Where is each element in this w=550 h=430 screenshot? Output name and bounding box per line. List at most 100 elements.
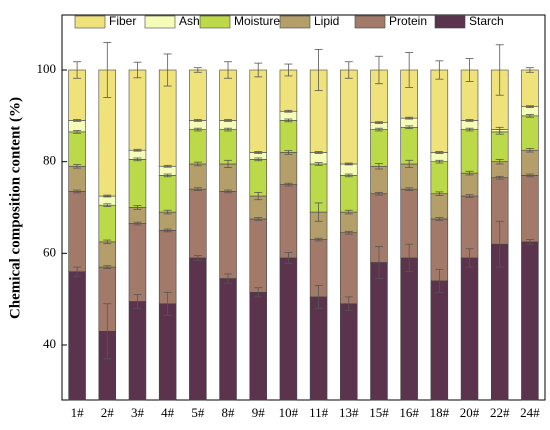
error-bar xyxy=(254,151,263,154)
bar-segment xyxy=(370,165,388,195)
error-bar xyxy=(465,58,474,82)
error-bar xyxy=(314,237,323,242)
bar-segment xyxy=(400,126,418,165)
error-bar xyxy=(254,287,263,298)
error-bar xyxy=(374,121,383,125)
y-tick-label: 100 xyxy=(37,61,57,76)
bar-segment xyxy=(460,257,479,401)
error-bar xyxy=(254,62,263,78)
error-bar xyxy=(254,191,263,201)
bar-segment xyxy=(189,129,207,165)
x-tick-label: 13# xyxy=(339,405,359,420)
bar-segment xyxy=(279,184,298,259)
error-bar xyxy=(103,265,112,269)
bar-segment xyxy=(370,262,388,401)
error-bar xyxy=(193,187,202,191)
error-bar xyxy=(525,105,534,108)
x-tick-label: 16# xyxy=(399,405,419,420)
bar-segment xyxy=(430,193,449,220)
error-bar xyxy=(314,162,323,166)
bar-segment xyxy=(128,301,147,401)
bar-segment xyxy=(158,303,177,401)
error-bar xyxy=(314,151,323,154)
error-bar xyxy=(405,243,414,273)
bar-segment xyxy=(340,175,358,213)
error-bar xyxy=(405,159,414,169)
y-axis-label: Chemical composition content (%) xyxy=(7,97,23,319)
bar-segment xyxy=(490,243,509,401)
error-bar xyxy=(193,119,202,122)
error-bar xyxy=(525,67,534,73)
error-bar xyxy=(284,150,293,155)
error-bar xyxy=(344,230,353,235)
bar-segment xyxy=(309,296,328,401)
bar-segment xyxy=(279,152,298,185)
bar-segment xyxy=(521,149,539,176)
bar-segment xyxy=(340,232,358,305)
error-bar xyxy=(133,157,142,162)
error-bar xyxy=(103,194,112,198)
error-bar xyxy=(314,285,323,309)
error-bar xyxy=(284,182,293,187)
error-bar xyxy=(435,191,444,196)
legend-label: Lipid xyxy=(314,14,339,28)
error-bar xyxy=(73,189,82,194)
error-bar xyxy=(495,158,504,165)
error-bar xyxy=(284,63,293,77)
error-bar xyxy=(133,221,142,226)
error-bar xyxy=(465,170,474,176)
error-bar xyxy=(254,217,263,221)
bar-segment xyxy=(219,278,237,401)
error-bar xyxy=(525,147,534,153)
bar-segment xyxy=(158,175,177,213)
error-bar xyxy=(435,268,444,293)
bar-segment xyxy=(128,223,147,302)
error-bar xyxy=(284,109,293,113)
error-bar xyxy=(73,61,82,79)
error-bar xyxy=(193,161,202,167)
x-tick-label: 8# xyxy=(222,405,236,420)
error-bar xyxy=(344,209,353,215)
bar-segment xyxy=(521,175,539,243)
bar-segment xyxy=(400,257,418,401)
bar-segment xyxy=(430,280,449,401)
error-bar xyxy=(133,148,142,152)
error-bar xyxy=(103,42,112,98)
error-bar xyxy=(525,173,534,178)
bar-segment xyxy=(430,69,449,153)
error-bar xyxy=(314,202,323,222)
legend-label: Ash xyxy=(179,14,200,28)
x-tick-label: 1# xyxy=(71,405,85,420)
plot-frame xyxy=(61,14,546,401)
bar-segment xyxy=(189,188,207,259)
bar-segment xyxy=(219,129,237,165)
bar-segment xyxy=(249,69,267,153)
bar-segment xyxy=(279,257,298,401)
error-bar xyxy=(374,163,383,170)
error-bar xyxy=(465,248,474,268)
error-bar xyxy=(495,175,504,180)
error-bar xyxy=(495,220,504,268)
error-bar xyxy=(224,159,233,169)
legend-swatch xyxy=(434,15,466,29)
legend-label: Protein xyxy=(389,14,427,28)
error-bar xyxy=(465,194,474,198)
y-tick-label: 80 xyxy=(43,153,56,168)
error-bar xyxy=(435,159,444,164)
legend-swatch xyxy=(144,15,176,29)
error-bar xyxy=(435,217,444,221)
x-tick-label: 11# xyxy=(309,405,329,420)
bar-segment xyxy=(430,161,449,195)
bar-segment xyxy=(249,218,267,293)
bar-segment xyxy=(521,241,539,401)
error-bar xyxy=(284,252,293,264)
error-bar xyxy=(163,173,172,178)
error-bar xyxy=(224,189,233,194)
error-bar xyxy=(465,127,474,132)
legend-label: Fiber xyxy=(109,14,136,28)
bar-segment xyxy=(219,191,237,279)
bar-segment xyxy=(460,129,479,174)
error-bar xyxy=(163,291,172,316)
legend-swatch xyxy=(74,15,106,29)
error-bar xyxy=(495,126,504,133)
